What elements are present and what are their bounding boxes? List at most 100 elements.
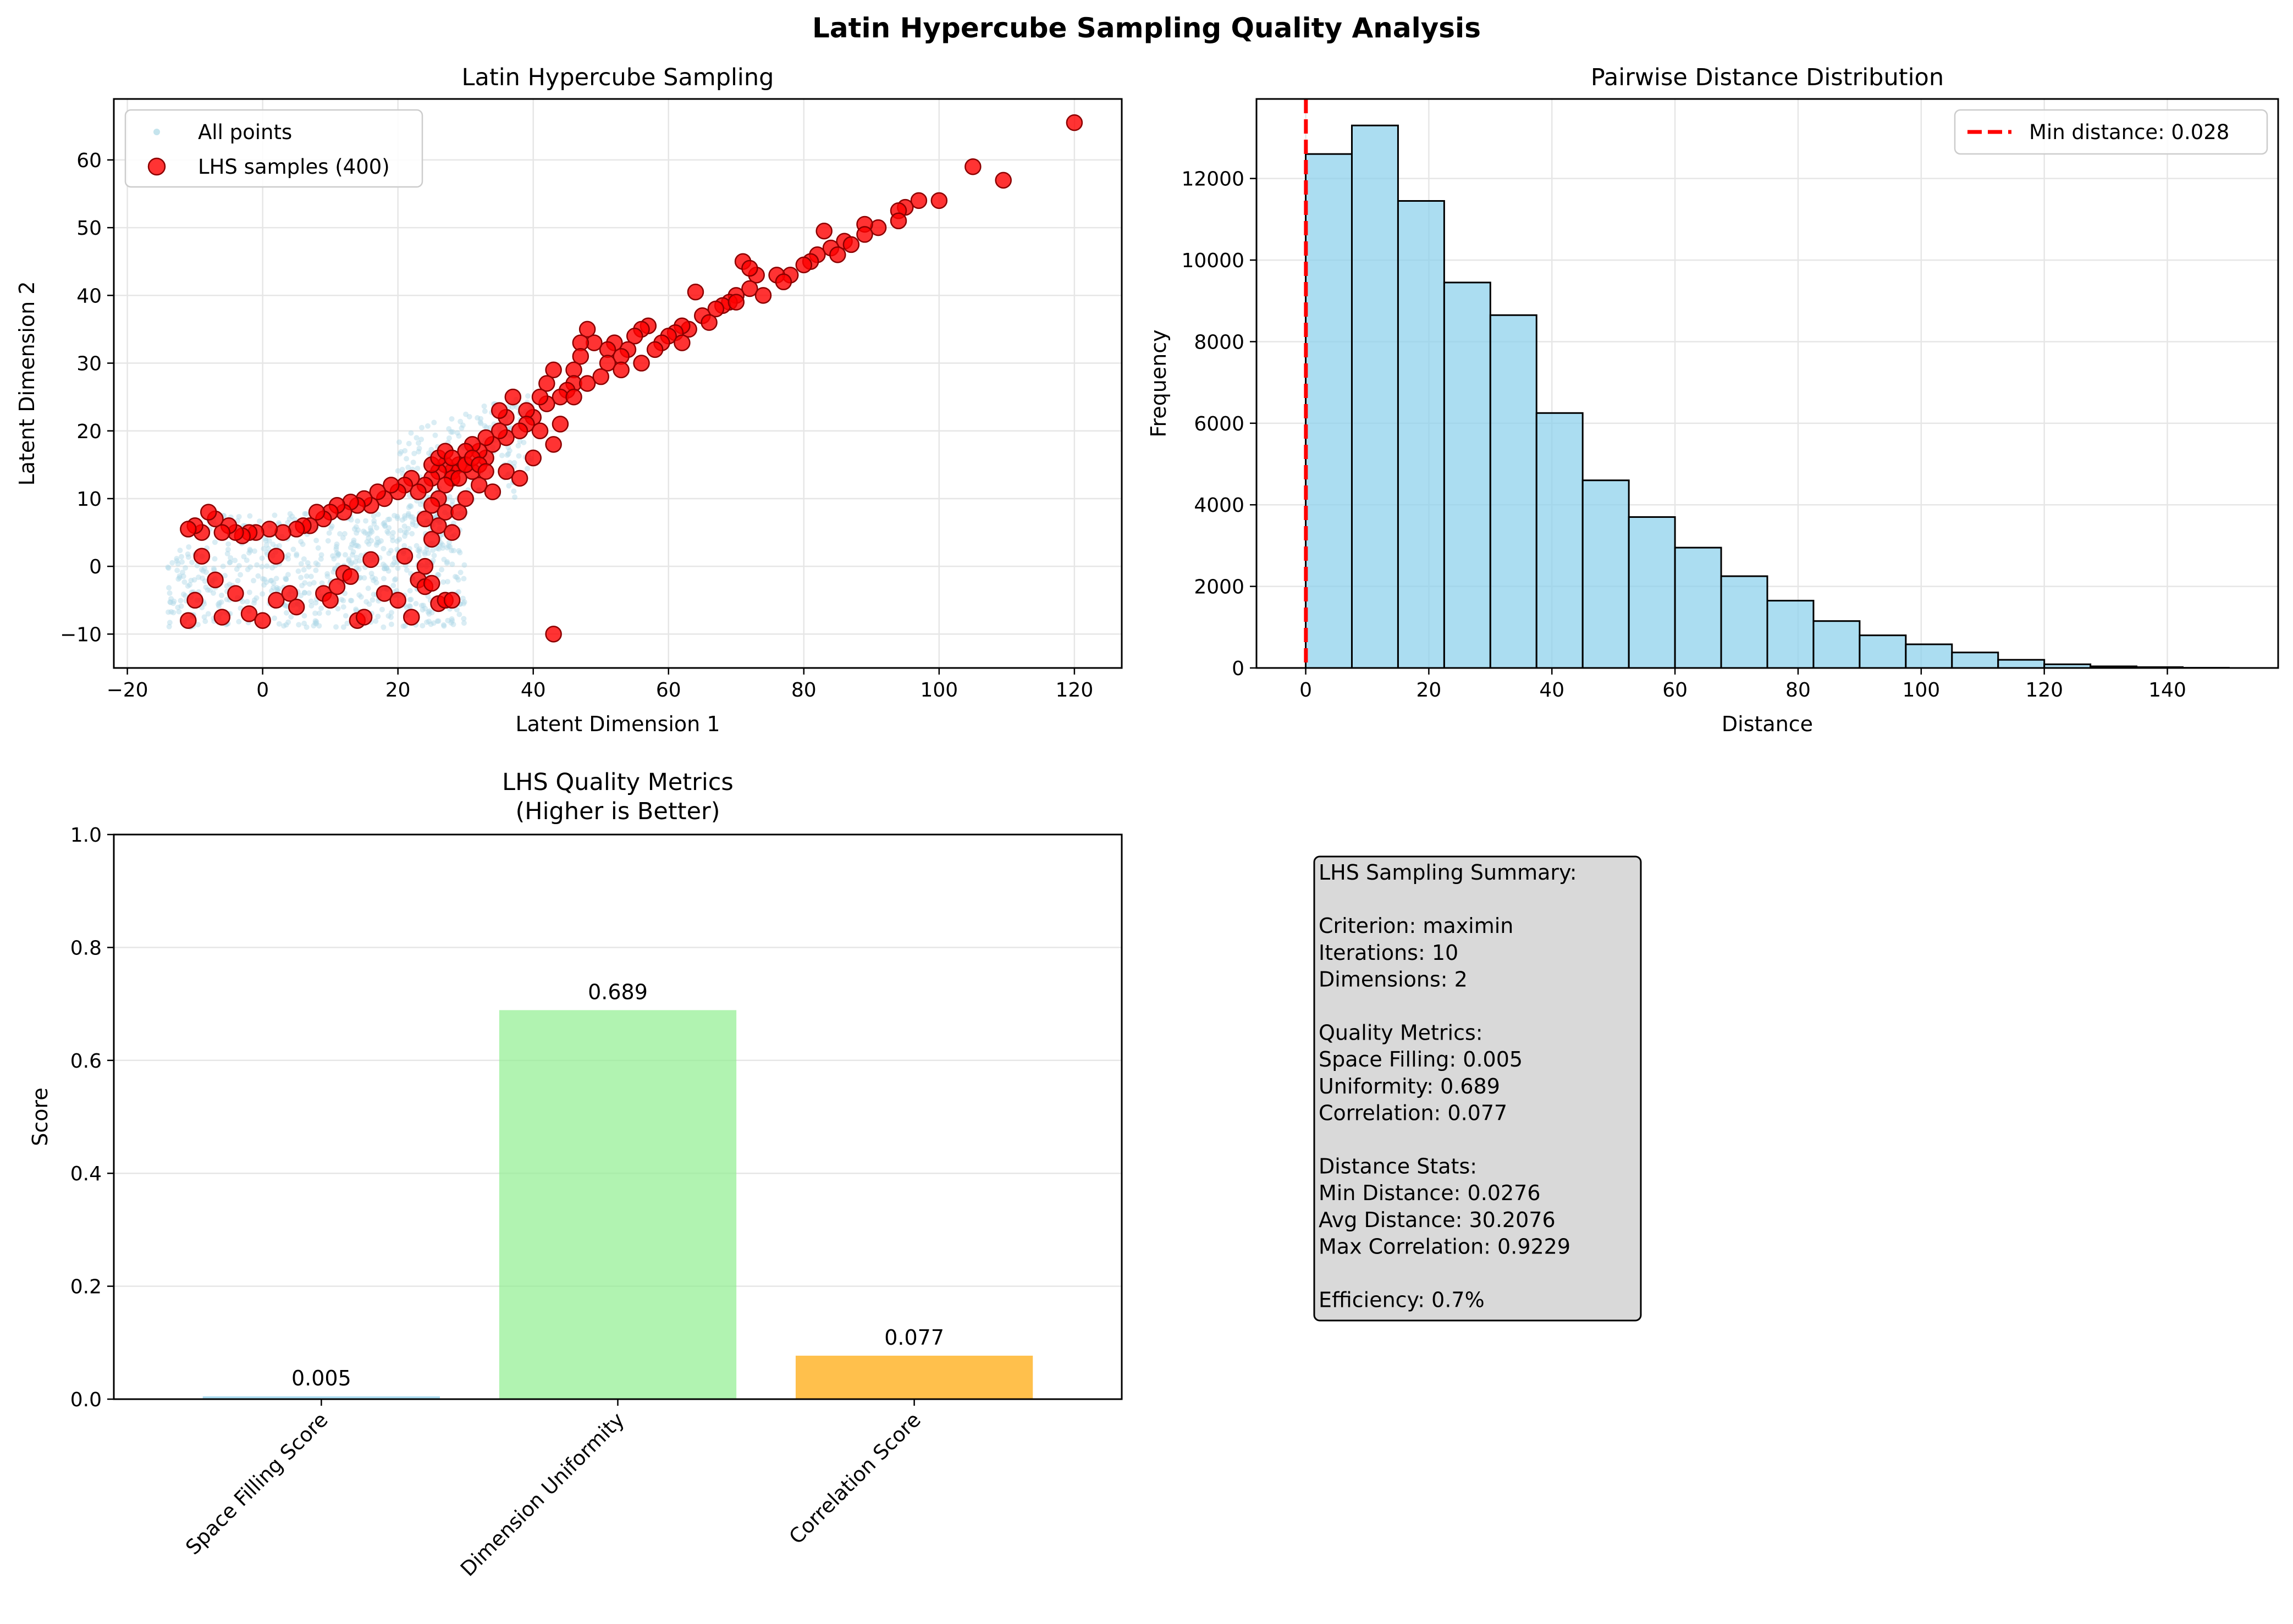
all-points-marker (224, 596, 230, 603)
all-points-marker (196, 574, 202, 580)
lhs-sample-marker (477, 463, 494, 480)
all-points-marker (174, 556, 180, 562)
all-points-marker (413, 523, 419, 529)
all-points-marker (390, 562, 396, 568)
all-points-marker (202, 618, 208, 625)
all-points-marker (447, 494, 453, 500)
y-tick-label: 8000 (1194, 331, 1244, 353)
all-points-marker (477, 419, 483, 425)
lhs-sample-marker (213, 524, 231, 541)
all-points-marker (175, 561, 181, 567)
all-points-marker (409, 514, 415, 520)
all-points-marker (313, 619, 319, 625)
scatter-panel: −20 0 20 40 60 80 100 120 −10 0 10 20 30 40 50 60 Latin … (15, 64, 1123, 736)
all-points-marker (262, 535, 268, 542)
all-points-marker (356, 566, 362, 572)
metrics-y-axis-label: Score (28, 1087, 52, 1146)
all-points-marker (200, 575, 206, 581)
lhs-sample-marker (484, 483, 501, 500)
lhs-sample-marker (626, 328, 643, 345)
all-points-marker (382, 520, 388, 526)
all-points-marker (420, 607, 426, 613)
all-points-marker (353, 606, 359, 612)
all-points-marker (247, 513, 253, 519)
all-points-marker (415, 548, 421, 554)
y-tick-label: 10 (76, 488, 102, 511)
summary-line: Avg Distance: 30.2076 (1319, 1208, 1556, 1232)
x-tick-label: 0 (256, 679, 269, 701)
all-points-marker (516, 453, 522, 459)
all-points-marker (335, 553, 341, 559)
all-points-marker (386, 525, 392, 531)
all-points-marker (344, 620, 350, 626)
all-points-marker (458, 418, 464, 424)
legend-label-lhs: LHS samples (400) (198, 155, 390, 179)
all-points-marker (426, 608, 432, 614)
all-points-marker (364, 539, 370, 545)
all-points-marker (371, 521, 377, 527)
x-tick-label: 40 (1539, 679, 1564, 701)
all-points-marker (456, 433, 462, 439)
lhs-sample-marker (687, 283, 704, 301)
all-points-marker (349, 560, 355, 566)
all-points-marker (355, 527, 361, 533)
all-points-marker (218, 599, 224, 605)
lhs-sample-marker (995, 172, 1012, 189)
all-points-marker (375, 511, 381, 517)
all-points-marker (521, 439, 527, 445)
all-points-marker (352, 543, 359, 549)
histogram-axes-frame (1255, 98, 2279, 669)
scatter-x-axis-label: Latent Dimension 1 (515, 712, 720, 736)
all-points-marker (441, 556, 447, 562)
all-points-marker (355, 543, 361, 549)
lhs-sample-marker (511, 422, 528, 439)
all-points-marker (276, 543, 282, 549)
all-points-marker (341, 531, 348, 537)
all-points-marker (431, 419, 437, 426)
all-points-marker (169, 560, 175, 566)
all-points-marker (205, 587, 211, 593)
all-points-marker (402, 533, 408, 539)
histogram-legend: Min distance: 0.028 (1954, 109, 2268, 155)
histogram-bar (1674, 546, 1722, 669)
all-points-marker (312, 618, 318, 624)
all-points-marker (449, 498, 455, 504)
all-points-marker (475, 415, 481, 421)
legend-label-all-points: All points (198, 120, 292, 144)
all-points-marker (251, 600, 257, 606)
all-points-marker (416, 449, 422, 455)
all-points-marker (415, 440, 421, 446)
all-points-marker (290, 546, 296, 553)
all-points-marker (175, 604, 181, 610)
all-points-marker (401, 543, 407, 549)
all-points-marker (453, 573, 459, 579)
all-points-marker (441, 623, 447, 629)
all-points-marker (366, 535, 372, 541)
all-points-marker (298, 593, 304, 599)
all-points-marker (405, 511, 411, 517)
all-points-marker (449, 416, 455, 422)
all-points-marker (402, 448, 408, 454)
all-points-marker (460, 422, 466, 428)
all-points-marker (517, 438, 523, 444)
y-tick-label: 60 (76, 150, 102, 172)
all-points-marker (440, 622, 447, 628)
x-tick-label: 60 (1662, 679, 1688, 701)
all-points-marker (353, 524, 359, 530)
all-points-marker (506, 483, 512, 489)
histogram-bar (1489, 314, 1537, 669)
all-points-marker (439, 567, 445, 573)
all-points-marker (348, 561, 354, 567)
all-points-marker (375, 614, 381, 620)
lhs-sample-marker (964, 158, 982, 175)
histogram-bar (1859, 634, 1907, 669)
histogram-y-axis-label: Frequency (1146, 329, 1171, 437)
all-points-marker (185, 554, 191, 560)
all-points-marker (415, 466, 421, 472)
y-tick-label: −10 (60, 623, 102, 646)
all-points-marker (183, 593, 189, 599)
all-points-marker (308, 603, 315, 609)
all-points-marker (179, 559, 185, 565)
all-points-marker (302, 580, 308, 586)
x-tick-label: 80 (1785, 679, 1811, 701)
